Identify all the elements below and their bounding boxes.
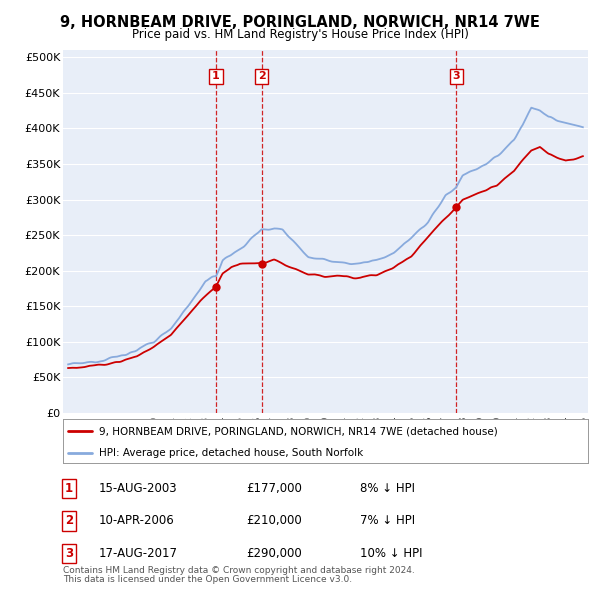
Text: 7% ↓ HPI: 7% ↓ HPI xyxy=(360,514,415,527)
Text: Contains HM Land Registry data © Crown copyright and database right 2024.: Contains HM Land Registry data © Crown c… xyxy=(63,566,415,575)
Text: 2: 2 xyxy=(257,71,265,81)
Text: 10% ↓ HPI: 10% ↓ HPI xyxy=(360,547,422,560)
Text: 9, HORNBEAM DRIVE, PORINGLAND, NORWICH, NR14 7WE: 9, HORNBEAM DRIVE, PORINGLAND, NORWICH, … xyxy=(60,15,540,30)
Text: 3: 3 xyxy=(452,71,460,81)
Text: 1: 1 xyxy=(212,71,220,81)
Text: This data is licensed under the Open Government Licence v3.0.: This data is licensed under the Open Gov… xyxy=(63,575,352,584)
Text: £210,000: £210,000 xyxy=(246,514,302,527)
Text: £290,000: £290,000 xyxy=(246,547,302,560)
Text: 10-APR-2006: 10-APR-2006 xyxy=(99,514,175,527)
Text: 9, HORNBEAM DRIVE, PORINGLAND, NORWICH, NR14 7WE (detached house): 9, HORNBEAM DRIVE, PORINGLAND, NORWICH, … xyxy=(98,427,497,436)
Text: 17-AUG-2017: 17-AUG-2017 xyxy=(99,547,178,560)
Text: 2: 2 xyxy=(65,514,73,527)
Text: 15-AUG-2003: 15-AUG-2003 xyxy=(99,482,178,495)
Text: 3: 3 xyxy=(65,547,73,560)
Text: 1: 1 xyxy=(65,482,73,495)
Text: HPI: Average price, detached house, South Norfolk: HPI: Average price, detached house, Sout… xyxy=(98,448,363,458)
Text: 8% ↓ HPI: 8% ↓ HPI xyxy=(360,482,415,495)
Text: £177,000: £177,000 xyxy=(246,482,302,495)
Text: Price paid vs. HM Land Registry's House Price Index (HPI): Price paid vs. HM Land Registry's House … xyxy=(131,28,469,41)
